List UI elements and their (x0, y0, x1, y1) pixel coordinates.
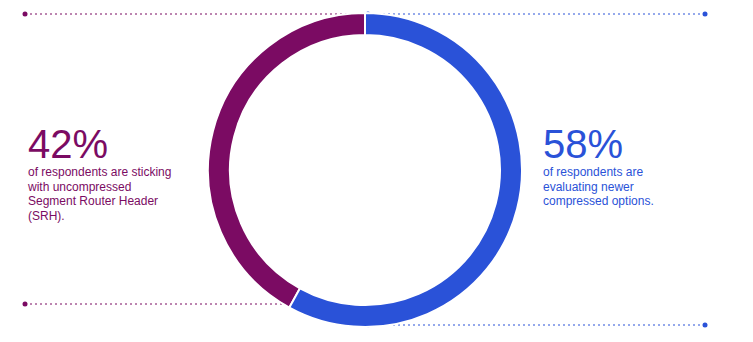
annotation: evaluating newer (543, 180, 634, 194)
leader-dot (703, 323, 708, 328)
donut-slice (208, 13, 365, 308)
annotation: of respondents are (543, 165, 643, 179)
annotation: of respondents are sticking (28, 165, 171, 179)
leader-line (25, 304, 288, 305)
leader-line (25, 14, 362, 15)
annotation: compressed options. (543, 194, 654, 208)
annotation: with uncompressed (27, 180, 131, 194)
value-label: 58% (543, 122, 623, 166)
annotation: (SRH). (28, 209, 65, 223)
leader-dot (703, 12, 708, 17)
leader-dot (23, 302, 28, 307)
leader-line (368, 14, 705, 15)
value-label: 42% (28, 122, 108, 166)
leader-lines (23, 12, 708, 328)
annotation: Segment Router Header (28, 194, 158, 208)
leader-line (368, 325, 705, 326)
donut (208, 13, 522, 327)
leader-dot (23, 12, 28, 17)
donut-slice (289, 13, 522, 327)
chart: 42%of respondents are stickingwith uncom… (0, 0, 753, 342)
